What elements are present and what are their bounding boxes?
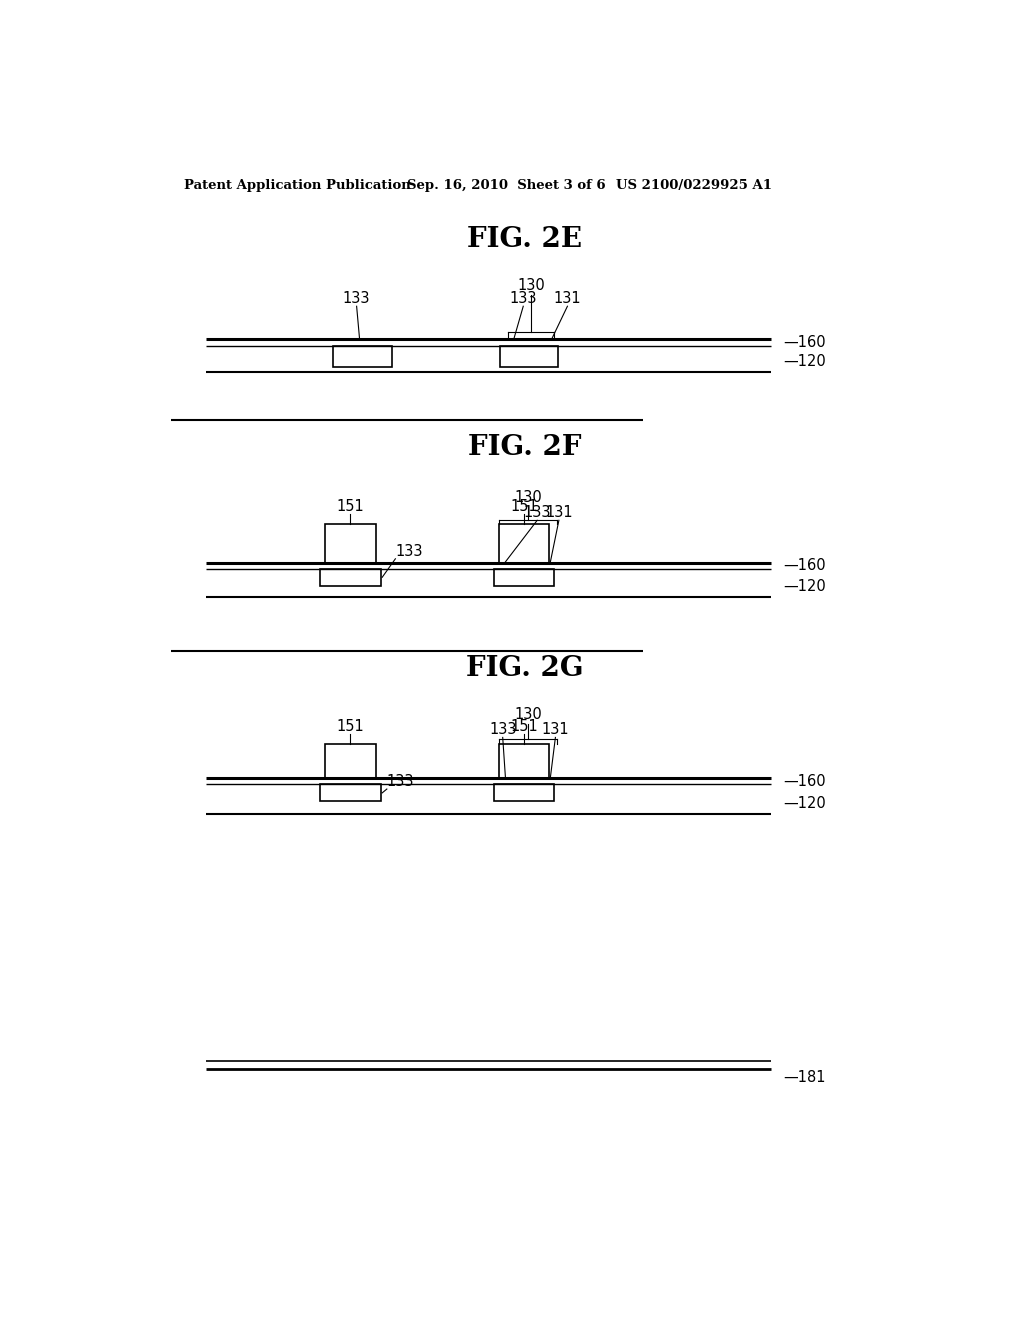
Text: 133: 133 bbox=[395, 544, 423, 558]
Text: 151: 151 bbox=[337, 499, 365, 515]
Bar bbox=[321, 569, 381, 586]
Text: —160: —160 bbox=[783, 774, 825, 789]
Text: 133: 133 bbox=[489, 722, 516, 738]
Text: —120: —120 bbox=[783, 579, 825, 594]
Text: 133: 133 bbox=[523, 506, 551, 520]
Bar bbox=[500, 346, 558, 367]
Text: 133: 133 bbox=[387, 774, 415, 789]
Text: 131: 131 bbox=[554, 292, 582, 306]
Bar bbox=[494, 569, 554, 586]
Bar bbox=[499, 524, 549, 562]
Text: 133: 133 bbox=[343, 292, 371, 306]
Bar bbox=[334, 346, 391, 367]
Text: FIG. 2G: FIG. 2G bbox=[466, 655, 584, 681]
Text: —181: —181 bbox=[783, 1071, 825, 1085]
Text: 151: 151 bbox=[510, 499, 538, 515]
Bar bbox=[321, 784, 381, 801]
Text: US 2100/0229925 A1: US 2100/0229925 A1 bbox=[616, 178, 772, 191]
Text: 131: 131 bbox=[545, 506, 572, 520]
Text: —160: —160 bbox=[783, 558, 825, 573]
Text: 130: 130 bbox=[514, 490, 542, 506]
Text: Sep. 16, 2010  Sheet 3 of 6: Sep. 16, 2010 Sheet 3 of 6 bbox=[407, 178, 605, 191]
Text: —120: —120 bbox=[783, 796, 825, 812]
Text: 151: 151 bbox=[337, 719, 365, 734]
Text: —120: —120 bbox=[783, 354, 825, 370]
Bar bbox=[326, 743, 376, 779]
Text: 131: 131 bbox=[542, 722, 569, 738]
Bar bbox=[499, 743, 549, 779]
Text: FIG. 2F: FIG. 2F bbox=[468, 434, 582, 461]
Bar bbox=[326, 524, 376, 562]
Text: —160: —160 bbox=[783, 335, 825, 350]
Text: 130: 130 bbox=[514, 708, 542, 722]
Text: 151: 151 bbox=[510, 719, 538, 734]
Bar bbox=[494, 784, 554, 801]
Text: 133: 133 bbox=[510, 292, 537, 306]
Text: FIG. 2E: FIG. 2E bbox=[467, 226, 583, 252]
Text: Patent Application Publication: Patent Application Publication bbox=[183, 178, 411, 191]
Text: 130: 130 bbox=[517, 279, 545, 293]
